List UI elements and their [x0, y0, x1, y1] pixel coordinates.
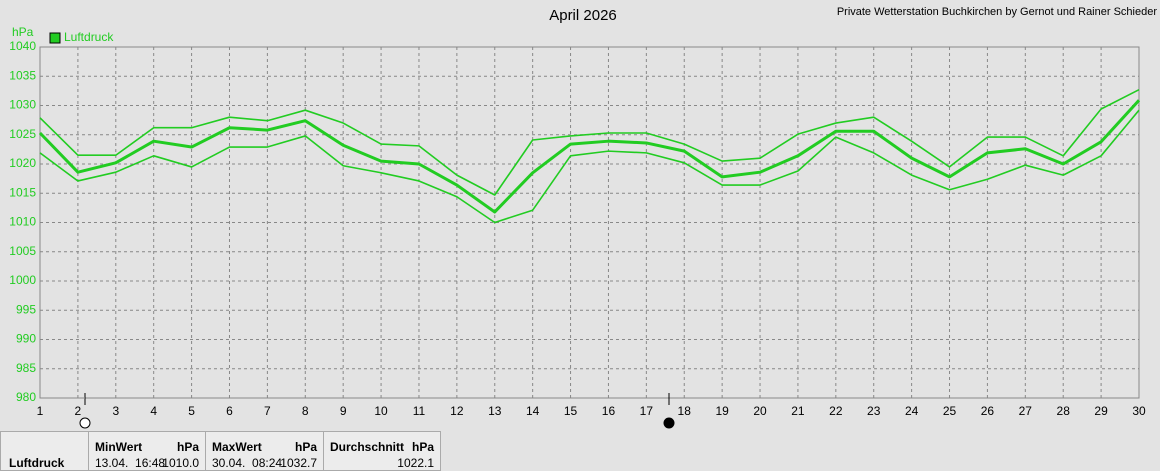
y-tick-label: 1030 [9, 98, 36, 112]
chart-subtitle: Private Wetterstation Buchkirchen by Ger… [837, 6, 1158, 18]
x-tick-label: 5 [188, 404, 195, 418]
avg-value: 1022.1 [397, 456, 434, 470]
min-time: 13.04. 16:48 [95, 456, 166, 470]
x-tick-label: 26 [981, 404, 995, 418]
x-tick-label: 12 [450, 404, 464, 418]
data-line [39, 109, 1140, 224]
y-tick-label: 985 [16, 361, 36, 375]
min-value: 1010.0 [162, 456, 199, 470]
data-line [38, 99, 1141, 214]
max-box: MaxWert hPa 30.04. 08:24 1032.7 [205, 431, 324, 471]
y-tick-label: 995 [16, 302, 36, 316]
legend-swatch [49, 32, 61, 44]
avg-box: Durchschnitt hPa 1022.1 [323, 431, 441, 471]
y-tick-label: 1005 [9, 244, 36, 258]
avg-unit: hPa [411, 440, 434, 454]
y-tick-label: 1010 [9, 215, 36, 229]
x-tick-label: 10 [374, 404, 388, 418]
legend-label: Luftdruck [64, 30, 114, 44]
x-tick-label: 18 [678, 404, 692, 418]
min-label: MinWert [95, 440, 143, 454]
x-tick-label: 7 [264, 404, 271, 418]
min-box: MinWert hPa 13.04. 16:48 1010.0 [88, 431, 206, 471]
full-moon-icon [79, 417, 91, 429]
max-time: 30.04. 08:24 [212, 456, 283, 470]
x-tick-label: 28 [1057, 404, 1071, 418]
chart: April 2026 Private Wetterstation Buchkir… [9, 6, 1158, 429]
avg-label: Durchschnitt [330, 440, 405, 454]
y-tick-label: 980 [16, 390, 36, 404]
x-tick-label: 19 [715, 404, 729, 418]
x-tick-label: 23 [867, 404, 881, 418]
y-tick-label: 990 [16, 332, 36, 346]
new-moon-icon [663, 417, 675, 429]
x-tick-label: 24 [905, 404, 919, 418]
x-tick-label: 22 [829, 404, 843, 418]
x-tick-label: 4 [150, 404, 157, 418]
x-tick-label: 29 [1094, 404, 1108, 418]
x-tick-label: 30 [1132, 404, 1146, 418]
x-tick-label: 14 [526, 404, 540, 418]
x-tick-label: 21 [791, 404, 805, 418]
x-tick-label: 2 [75, 404, 82, 418]
x-tick-label: 3 [112, 404, 119, 418]
x-tick-label: 11 [413, 404, 426, 418]
y-axis-label: hPa [12, 25, 34, 39]
max-unit: hPa [294, 440, 317, 454]
data-line [39, 88, 1140, 196]
x-tick-label: 16 [602, 404, 616, 418]
y-tick-label: 1020 [9, 156, 36, 170]
x-tick-label: 6 [226, 404, 233, 418]
x-tick-label: 15 [564, 404, 578, 418]
y-tick-label: 1040 [9, 39, 36, 53]
x-tick-label: 1 [37, 404, 44, 418]
y-tick-label: 1015 [9, 185, 36, 199]
x-tick-label: 9 [340, 404, 347, 418]
y-tick-label: 1035 [9, 68, 36, 82]
min-unit: hPa [176, 440, 199, 454]
x-tick-label: 25 [943, 404, 957, 418]
summary-name: Luftdruck [9, 456, 65, 470]
x-tick-label: 17 [640, 404, 654, 418]
x-tick-label: 20 [753, 404, 767, 418]
max-label: MaxWert [212, 440, 262, 454]
x-tick-label: 27 [1019, 404, 1033, 418]
y-tick-label: 1000 [9, 273, 36, 287]
chart-title: April 2026 [549, 7, 617, 24]
summary-name-box: Luftdruck [0, 431, 89, 471]
max-value: 1032.7 [280, 456, 317, 470]
x-tick-label: 13 [488, 404, 502, 418]
y-tick-label: 1025 [9, 127, 36, 141]
x-tick-label: 8 [302, 404, 309, 418]
